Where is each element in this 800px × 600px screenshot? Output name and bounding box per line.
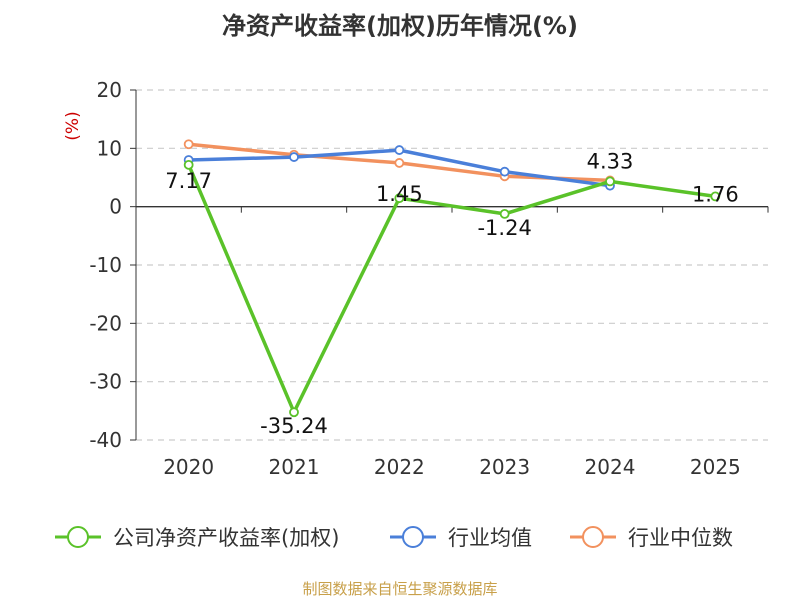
series-line — [188, 148, 611, 188]
y-tick-label: 20 — [97, 78, 122, 102]
data-point — [394, 193, 405, 204]
y-tick-label: -20 — [89, 311, 122, 335]
x-tick-label: 2023 — [479, 455, 530, 479]
y-axis-unit-label: (%) — [63, 111, 83, 140]
y-tick-label: -40 — [89, 428, 122, 452]
data-label: -35.24 — [260, 414, 328, 438]
y-tick-label: 0 — [109, 195, 122, 219]
data-label: -1.24 — [477, 216, 531, 240]
data-point — [289, 407, 299, 418]
x-tick-label: 2024 — [585, 455, 636, 479]
x-tick-label: 2025 — [690, 455, 741, 479]
data-point — [183, 159, 194, 170]
legend-marker — [67, 526, 89, 548]
data-point — [183, 139, 194, 150]
data-point — [605, 176, 615, 187]
legend-item[interactable]: 行业均值 — [390, 526, 532, 550]
legend-marker — [582, 526, 604, 548]
legend-label: 行业中位数 — [628, 526, 733, 550]
legend-label: 公司净资产收益率(加权) — [113, 526, 339, 550]
y-tick-label: 10 — [97, 136, 122, 160]
data-point — [394, 145, 405, 155]
series-line — [187, 164, 716, 414]
data-point — [499, 166, 510, 177]
series-lines — [183, 139, 721, 418]
chart-title: 净资产收益率(加权)历年情况(%) — [222, 12, 578, 40]
legend-marker — [402, 526, 424, 548]
data-label: 1.45 — [376, 182, 423, 206]
axes: 20 10 0 -10 -20 -30 -40 (%) 2020 2021 2022 2023 2024… — [63, 78, 769, 479]
legend-label: 行业均值 — [448, 526, 532, 550]
legend-item[interactable]: 公司净资产收益率(加权) — [55, 526, 339, 550]
source-note: 制图数据来自恒生聚源数据库 — [302, 580, 498, 598]
x-tick-label: 2020 — [163, 455, 214, 479]
y-tick-label: -10 — [89, 253, 122, 277]
x-tick-label: 2021 — [269, 455, 320, 479]
data-point — [710, 191, 721, 202]
data-label: 4.33 — [587, 149, 634, 173]
legend[interactable]: 公司净资产收益率(加权) 行业均值 行业中位数 — [55, 526, 733, 550]
data-point — [289, 152, 299, 162]
data-labels: 7.17 -35.24 1.45 -1.24 4.33 1.76 — [165, 149, 738, 438]
y-tick-label: -30 — [89, 370, 122, 394]
data-label: 7.17 — [165, 169, 212, 193]
data-point — [394, 158, 405, 168]
data-label: 1.76 — [692, 182, 739, 206]
data-point — [499, 208, 510, 219]
x-tick-label: 2022 — [374, 455, 425, 479]
legend-item[interactable]: 行业中位数 — [570, 526, 733, 550]
